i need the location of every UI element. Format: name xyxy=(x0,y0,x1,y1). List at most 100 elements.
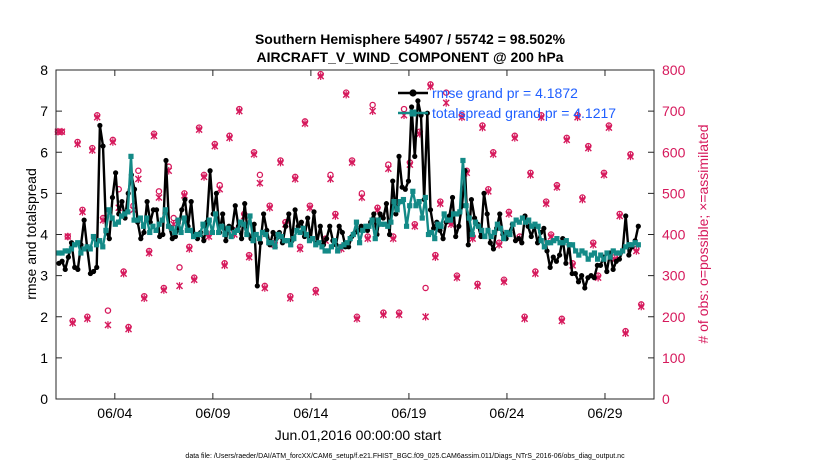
spread-point xyxy=(410,188,416,194)
spread-point xyxy=(197,231,203,238)
obs-assimilated-marker xyxy=(306,203,314,212)
y-right-tick-label: 200 xyxy=(662,309,686,325)
spread-point xyxy=(479,227,485,233)
rmse-point xyxy=(377,211,383,217)
spread-point xyxy=(90,233,96,240)
obs-assimilated-marker xyxy=(637,302,645,311)
obs-assimilated-marker xyxy=(190,275,198,284)
rmse-point xyxy=(113,170,119,176)
spread-point xyxy=(316,240,322,246)
obs-assimilated-marker xyxy=(326,175,334,183)
obs-assimilated-marker xyxy=(364,234,372,243)
spread-point xyxy=(513,217,519,223)
spread-point xyxy=(175,217,181,223)
spread-point xyxy=(394,207,400,213)
rmse-point xyxy=(59,258,65,264)
spread-point xyxy=(144,215,150,221)
obs-assimilated-marker xyxy=(140,294,148,303)
spread-point xyxy=(548,240,554,246)
rmse-point xyxy=(336,223,342,229)
spread-point xyxy=(419,215,425,221)
y-left-tick-label: 3 xyxy=(40,268,48,284)
spread-point xyxy=(247,213,253,219)
rmse-point xyxy=(484,211,490,217)
rmse-point xyxy=(390,178,396,184)
x-tick-label: 06/29 xyxy=(587,405,622,421)
chart-title-line2: AIRCRAFT_V_WIND_COMPONENT @ 200 hPa xyxy=(257,49,564,65)
obs-assimilated-marker xyxy=(266,203,274,212)
spread-point xyxy=(65,248,71,254)
obs-assimilated-marker xyxy=(348,158,356,167)
spread-point xyxy=(463,203,469,209)
rmse-point xyxy=(317,223,323,229)
spread-point xyxy=(75,240,81,246)
rmse-point xyxy=(556,252,563,258)
obs-markers xyxy=(54,70,645,337)
obs-assimilated-marker xyxy=(58,127,66,136)
x-tick-label: 06/14 xyxy=(293,405,328,421)
rmse-point xyxy=(207,168,213,174)
obs-assimilated-marker xyxy=(626,152,634,161)
spread-point xyxy=(544,240,551,246)
spread-point xyxy=(115,219,122,225)
rmse-point xyxy=(65,254,71,260)
rmse-point xyxy=(412,153,418,159)
spread-point xyxy=(331,238,338,244)
legend-rmse-label: rmse grand pr = 4.1872 xyxy=(432,85,578,101)
spread-point xyxy=(203,229,209,236)
spread-point xyxy=(112,221,118,227)
spread-point xyxy=(78,250,84,256)
obs-assimilated-marker xyxy=(395,310,403,319)
spread-point xyxy=(413,203,419,209)
rmse-point xyxy=(242,201,248,207)
obs-assimilated-marker xyxy=(211,142,219,150)
obs-assimilated-marker xyxy=(125,325,133,333)
rmse-point xyxy=(396,153,402,159)
rmse-point xyxy=(563,260,569,266)
obs-assimilated-marker xyxy=(632,247,640,255)
y-right-tick-label: 500 xyxy=(662,185,686,201)
obs-assimilated-marker xyxy=(250,150,258,159)
obs-assimilated-marker xyxy=(369,107,377,115)
obs-assimilated-marker xyxy=(83,315,91,323)
rmse-point xyxy=(327,223,333,229)
rmse-point xyxy=(579,273,585,279)
spread-point xyxy=(347,236,353,242)
spread-point xyxy=(87,246,93,252)
spread-point xyxy=(532,221,538,227)
spread-point xyxy=(469,231,475,238)
rmse-point xyxy=(393,211,399,217)
rmse-point xyxy=(572,270,578,277)
obs-assimilated-marker xyxy=(495,240,503,249)
y-left-tick-label: 5 xyxy=(40,185,48,201)
obs-assimilated-marker xyxy=(442,99,450,107)
rmse-point xyxy=(109,194,116,201)
rmse-point xyxy=(160,231,166,238)
x-tick-label: 06/09 xyxy=(195,405,230,421)
spread-point xyxy=(244,231,250,238)
spread-point xyxy=(206,217,212,223)
obs-assimilated-marker xyxy=(317,72,325,80)
legend-rmse-marker xyxy=(409,89,417,97)
obs-assimilated-marker xyxy=(584,144,592,152)
obs-assimilated-marker xyxy=(453,273,461,282)
spread-point xyxy=(59,250,65,256)
rmse-point xyxy=(323,236,330,242)
obs-assimilated-marker xyxy=(78,208,86,216)
spread-point xyxy=(416,199,422,205)
spread-point xyxy=(140,223,147,229)
obs-assimilated-marker xyxy=(563,136,571,144)
spread-point xyxy=(159,217,165,223)
legend-spread-marker xyxy=(409,109,417,117)
spread-point xyxy=(194,231,200,238)
spread-point xyxy=(266,240,272,246)
obs-assimilated-marker xyxy=(195,125,203,134)
spread-point xyxy=(632,240,638,246)
x-axis-label: Jun.01,2016 00:00:00 start xyxy=(275,427,442,443)
spread-point xyxy=(385,223,391,229)
rmse-point xyxy=(298,219,304,225)
y-right-tick-label: 800 xyxy=(662,62,686,78)
spread-point xyxy=(382,221,388,227)
y-left-tick-label: 4 xyxy=(40,227,48,243)
obs-assimilated-marker xyxy=(301,119,309,128)
